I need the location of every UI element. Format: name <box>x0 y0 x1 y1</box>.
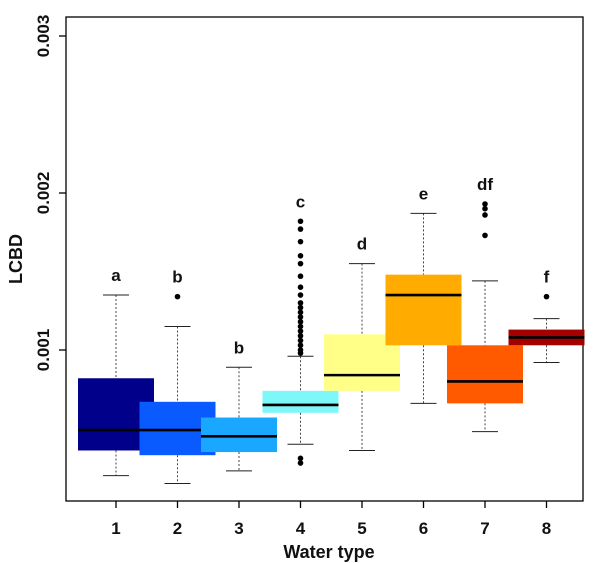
box <box>201 417 277 453</box>
significance-letter: b <box>172 268 182 287</box>
plot-frame <box>65 16 584 502</box>
outlier-point <box>297 253 304 259</box>
outlier-point <box>482 232 488 239</box>
x-tick-label: 2 <box>173 519 182 538</box>
box-group-5: d <box>324 235 400 451</box>
outlier-point <box>297 455 304 462</box>
significance-letter: a <box>111 266 121 285</box>
x-tick-label: 5 <box>357 519 366 538</box>
outlier-point <box>297 218 304 225</box>
x-axis-title: Water type <box>283 542 374 562</box>
significance-letter: d <box>357 235 367 254</box>
outlier-point <box>297 292 304 298</box>
boxes-layer: a b b c d e df f <box>78 175 585 484</box>
significance-letter: e <box>419 184 428 203</box>
outlier-point <box>297 238 304 245</box>
outlier-point <box>297 323 304 330</box>
outlier-point <box>174 293 181 300</box>
box <box>447 345 523 404</box>
outlier-point <box>482 212 488 218</box>
x-axis: 1 2 3 4 5 6 7 8 <box>111 501 551 538</box>
outlier-point <box>297 284 304 291</box>
outlier-point <box>482 205 488 212</box>
box <box>385 274 462 346</box>
outlier-point <box>297 260 304 267</box>
y-axis: 0.001 0.002 0.003 <box>34 15 66 372</box>
y-axis-title: LCBD <box>6 234 26 284</box>
outlier-point <box>297 333 304 339</box>
significance-letter: c <box>296 192 305 211</box>
box-group-4: c <box>262 192 339 466</box>
outlier-point <box>297 328 304 334</box>
x-tick-label: 1 <box>111 519 120 538</box>
outlier-point <box>297 314 304 320</box>
outlier-point <box>297 318 304 325</box>
outlier-point <box>297 300 304 306</box>
y-tick-label: 0.003 <box>34 15 53 58</box>
box-group-8: f <box>508 268 585 364</box>
significance-letter: df <box>477 175 493 194</box>
x-tick-label: 3 <box>234 519 243 538</box>
x-tick-label: 7 <box>480 519 489 538</box>
outlier-point <box>297 337 304 344</box>
outlier-point <box>482 201 488 207</box>
x-tick-label: 8 <box>542 519 551 538</box>
box <box>262 390 339 413</box>
x-tick-label: 4 <box>296 519 306 538</box>
y-tick-label: 0.002 <box>34 172 53 215</box>
significance-letter: b <box>234 338 244 357</box>
box-group-6: e <box>385 184 462 404</box>
outlier-point <box>297 309 304 316</box>
y-tick-label: 0.001 <box>34 329 53 372</box>
box-group-3: b <box>201 338 277 472</box>
outlier-point <box>297 460 304 466</box>
x-tick-label: 6 <box>419 519 428 538</box>
outlier-point <box>543 293 550 300</box>
outlier-point <box>297 304 304 311</box>
outlier-point <box>297 273 304 280</box>
box-group-7: df <box>447 175 523 433</box>
significance-letter: f <box>544 268 550 287</box>
outlier-point <box>297 347 304 353</box>
outlier-point <box>297 342 304 349</box>
outlier-point <box>297 226 304 232</box>
